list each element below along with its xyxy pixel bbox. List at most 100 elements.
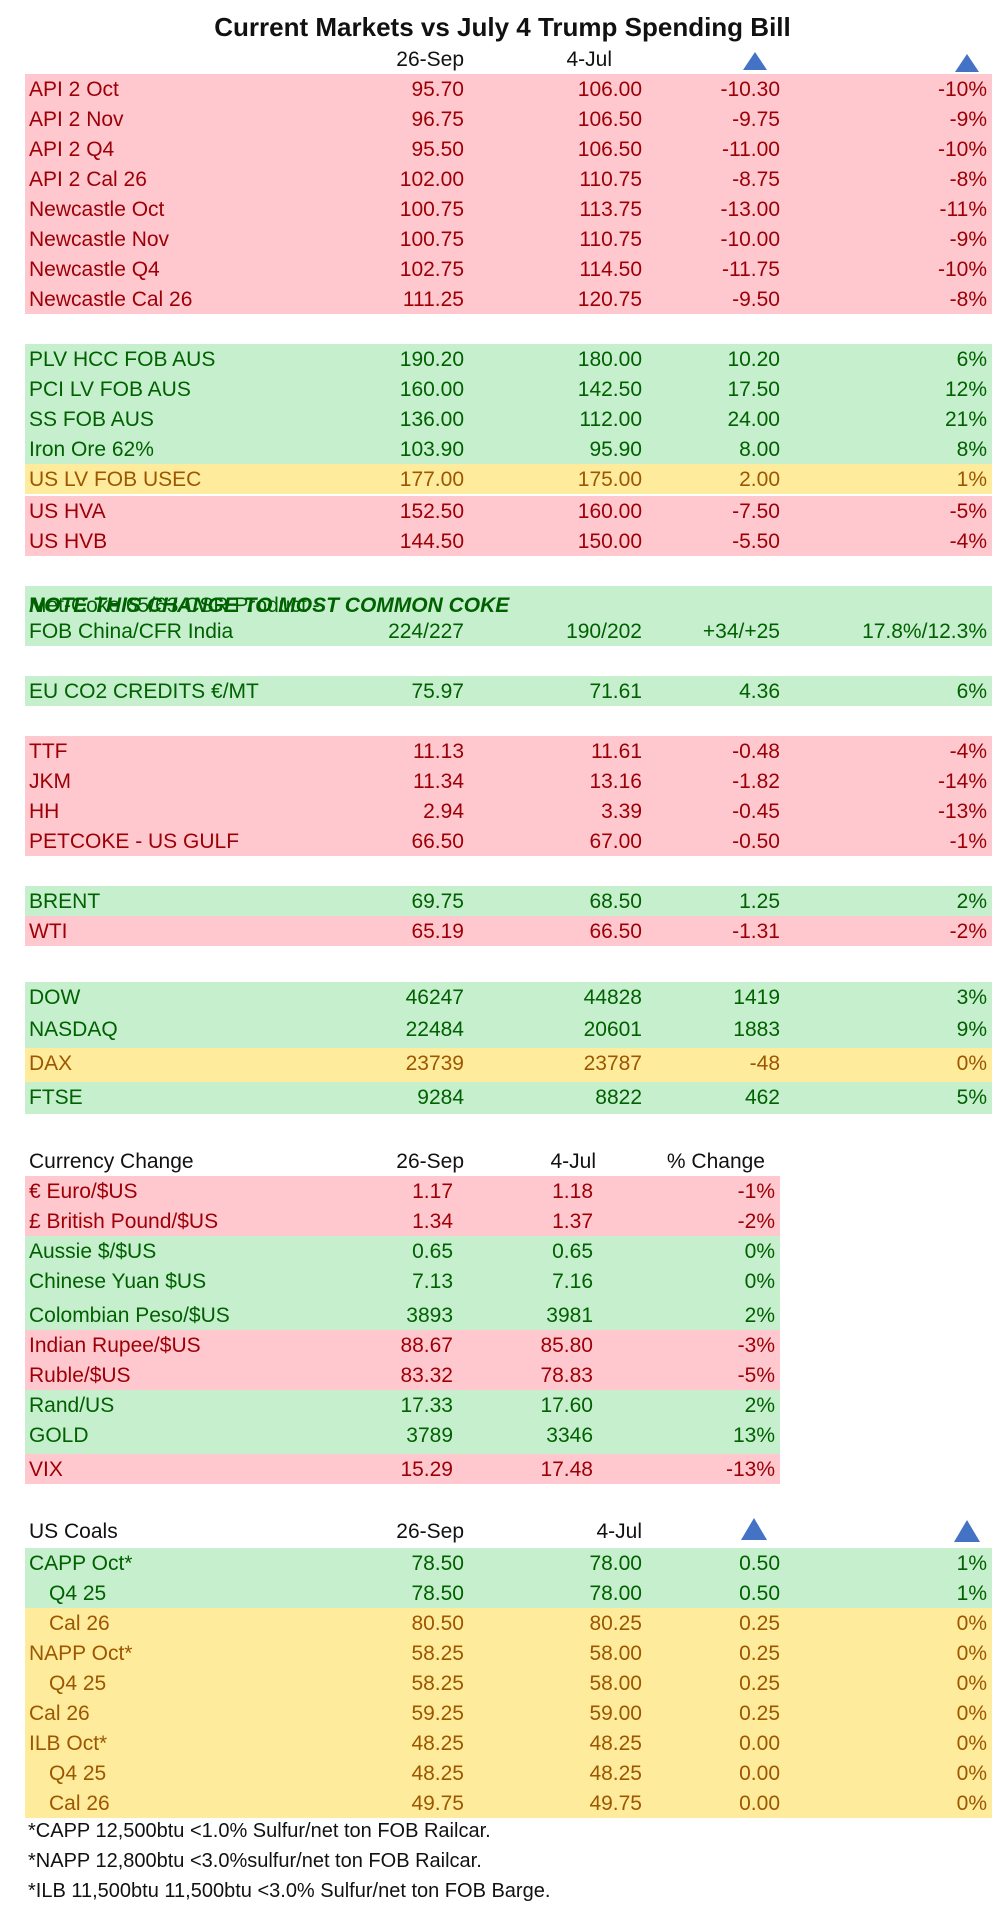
footnote: *CAPP 12,500btu <1.0% Sulfur/net ton FOB… [28, 1820, 491, 1842]
table-row: US HVA 152.50 160.00 -7.50 -5% [25, 496, 992, 526]
value-baseline: 8822 [595, 1086, 642, 1109]
value-percent: 0% [956, 1702, 987, 1725]
table-row: Chinese Yuan $US 7.13 7.16 0% [25, 1266, 780, 1300]
value-current: 78.50 [411, 1582, 464, 1605]
value-current: 11.34 [413, 770, 464, 793]
value-baseline: 67.00 [589, 830, 642, 853]
us-coals-header-date-1: 26-Sep [396, 1520, 464, 1543]
value-change: -9.75 [732, 108, 780, 131]
value-percent: 0% [956, 1732, 987, 1755]
row-label: API 2 Oct [29, 78, 119, 101]
table-row: DOW 46247 44828 1419 3% [25, 982, 992, 1014]
value-change: -13% [725, 1458, 775, 1481]
value-baseline: 120.75 [577, 288, 642, 311]
table-row: TTF 11.13 11.61 -0.48 -4% [25, 736, 992, 766]
value-baseline: 142.50 [577, 378, 642, 401]
value-percent: 21% [944, 408, 987, 431]
row-label: JKM [29, 770, 71, 793]
row-label: ILB Oct* [29, 1732, 108, 1755]
value-change: 1883 [733, 1018, 780, 1041]
value-baseline: 1.18 [552, 1180, 593, 1203]
value-percent: 2% [956, 890, 987, 913]
value-change: -0.45 [732, 800, 780, 823]
value-percent: 0% [956, 1762, 987, 1785]
value-change: -2% [737, 1210, 775, 1233]
value-percent: -4% [949, 740, 987, 763]
row-label: Cal 26 [49, 1612, 110, 1635]
value-baseline: 49.75 [589, 1792, 642, 1815]
value-current: 102.75 [399, 258, 464, 281]
value-baseline: 78.83 [540, 1364, 593, 1387]
value-change: 0.25 [739, 1672, 780, 1695]
value-change: 0% [744, 1240, 775, 1263]
table-row: PCI LV FOB AUS 160.00 142.50 17.50 12% [25, 374, 992, 404]
value-change: 13% [732, 1424, 775, 1447]
value-change: -8.75 [732, 168, 780, 191]
table-row: NAPP Oct* 58.25 58.00 0.25 0% [25, 1638, 992, 1668]
value-change: -5% [737, 1364, 775, 1387]
table-row: HH 2.94 3.39 -0.45 -13% [25, 796, 992, 826]
value-change: 2% [744, 1304, 775, 1327]
value-baseline: 78.00 [589, 1552, 642, 1575]
row-label: £ British Pound/$US [29, 1210, 219, 1233]
value-percent: -4% [949, 530, 987, 553]
value-baseline: 48.25 [589, 1732, 642, 1755]
row-label: Newcastle Oct [29, 198, 165, 221]
currency-header-date-1: 26-Sep [396, 1150, 464, 1173]
value-change: 0.50 [739, 1582, 780, 1605]
value-percent: -10% [937, 138, 987, 161]
value-percent: -9% [949, 228, 987, 251]
value-percent: 5% [956, 1086, 987, 1109]
table-row: DAX 23739 23787 -48 0% [25, 1048, 992, 1082]
table-row: FOB China/CFR India 224/227 190/202 +34/+25… [25, 616, 992, 646]
table-row: ILB Oct* 48.25 48.25 0.00 0% [25, 1728, 992, 1758]
table-row: GOLD 3789 3346 13% [25, 1420, 780, 1454]
row-label: API 2 Cal 26 [29, 168, 147, 191]
value-baseline: 180.00 [577, 348, 642, 371]
row-label: Newcastle Q4 [29, 258, 160, 281]
us-coals-header-date-2: 4-Jul [596, 1520, 642, 1543]
value-change: -13.00 [720, 198, 780, 221]
value-baseline: 110.75 [579, 168, 642, 191]
value-current: 102.00 [399, 168, 464, 191]
table-row: SS FOB AUS 136.00 112.00 24.00 21% [25, 404, 992, 434]
value-baseline: 3.39 [601, 800, 642, 823]
row-label: API 2 Nov [29, 108, 124, 131]
row-label: FTSE [29, 1086, 83, 1109]
row-label: Ruble/$US [29, 1364, 131, 1387]
value-baseline: 17.60 [540, 1394, 593, 1417]
value-current: 88.67 [400, 1334, 453, 1357]
value-change: -9.50 [732, 288, 780, 311]
row-label: Colombian Peso/$US [29, 1304, 230, 1327]
row-label: EU CO2 CREDITS €/MT [29, 680, 259, 703]
value-change: 1.25 [739, 890, 780, 913]
value-percent: 8% [956, 438, 987, 461]
value-current: 100.75 [399, 198, 464, 221]
value-baseline: 71.61 [589, 680, 642, 703]
value-current: 7.13 [412, 1270, 453, 1293]
table-row: Newcastle Cal 26 111.25 120.75 -9.50 -8% [25, 284, 992, 314]
coke-title: Met-Coke 65/63 CSR Product - [29, 594, 320, 617]
table-row: PETCOKE - US GULF 66.50 67.00 -0.50 -1% [25, 826, 992, 856]
row-label: Chinese Yuan $US [29, 1270, 207, 1293]
value-current: 152.50 [399, 500, 464, 523]
value-percent: -1% [949, 830, 987, 853]
value-current: 58.25 [411, 1672, 464, 1695]
table-row: Aussie $/$US 0.65 0.65 0% [25, 1236, 780, 1266]
value-change: -0.48 [732, 740, 780, 763]
table-row: BRENT 69.75 68.50 1.25 2% [25, 886, 992, 916]
value-baseline: 190/202 [566, 620, 642, 643]
value-change: 4.36 [739, 680, 780, 703]
currency-header-date-2: 4-Jul [550, 1150, 596, 1173]
value-change: -48 [749, 1052, 780, 1075]
value-change: 8.00 [739, 438, 780, 461]
row-label: Aussie $/$US [29, 1240, 157, 1263]
value-change: -7.50 [732, 500, 780, 523]
us-coals-header: US Coals 26-Sep 4-Jul [25, 1516, 992, 1546]
table-row: API 2 Oct 95.70 106.00 -10.30 -10% [25, 74, 992, 104]
value-current: 69.75 [411, 890, 464, 913]
value-current: 3893 [406, 1304, 453, 1327]
value-percent: 0% [956, 1642, 987, 1665]
value-baseline: 175.00 [577, 468, 642, 491]
currency-header-label: Currency Change [29, 1150, 194, 1173]
